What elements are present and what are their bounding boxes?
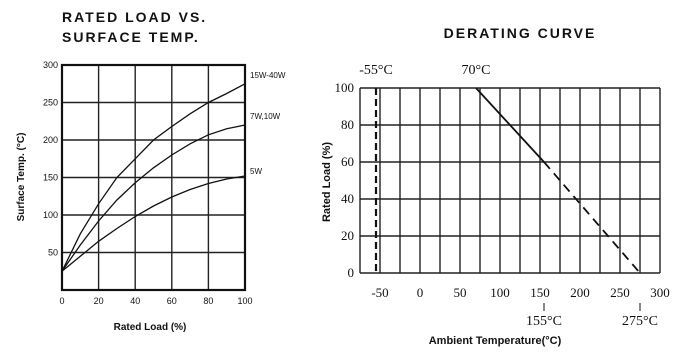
chart2-x-tick-label: 250	[610, 285, 630, 300]
chart2-y-tick-label: 100	[335, 80, 355, 95]
chart2-title: DERATING CURVE	[444, 25, 597, 41]
chart-derating-curve: DERATING CURVE 0 20 40 60 80 100 -50 0 50 100 150 2…	[321, 25, 670, 347]
chart2-annotation-1: 70°C	[462, 63, 491, 78]
chart2-annotation-0: -55°C	[359, 63, 393, 78]
chart1-plot-frame	[60, 63, 247, 292]
chart1-series-label-0: 15W-40W	[250, 71, 286, 80]
chart1-series-line-1	[61, 124, 246, 272]
chart2-derating-segment-0	[475, 87, 545, 163]
chart1-y-tick-label: 150	[43, 173, 58, 183]
chart2-y-tick-label: 0	[348, 265, 355, 280]
chart2-derating-segment-1	[543, 161, 641, 274]
chart1-x-tick-label: 20	[94, 296, 104, 306]
chart2-x-tick-label: -50	[371, 285, 388, 300]
chart1-series-label-1: 7W,10W	[250, 112, 281, 121]
chart1-x-tick-label: 80	[203, 296, 213, 306]
chart2-x-tick-label: 100	[490, 285, 510, 300]
chart1-title-line-1: RATED LOAD VS.	[62, 9, 207, 25]
chart1-x-tick-label: 0	[59, 296, 64, 306]
chart-rated-load-vs-surface-temp: RATED LOAD VS. SURFACE TEMP. 0 20 40 60 80 10…	[16, 9, 286, 333]
chart1-x-tick-label: 40	[130, 296, 140, 306]
chart2-y-tick-label: 60	[341, 154, 354, 169]
chart2-x-tick-label: 300	[650, 285, 670, 300]
chart2-y-tick-label: 40	[341, 191, 354, 206]
chart1-x-tick-label: 100	[237, 296, 252, 306]
chart2-x-axis-label: Ambient Temperature(°C)	[429, 335, 562, 347]
chart1-y-tick-label: 250	[43, 98, 58, 108]
chart1-title-line-2: SURFACE TEMP.	[62, 29, 200, 45]
chart2-x-tick-label: 0	[417, 285, 424, 300]
chart1-series-label-2: 5W	[250, 167, 262, 176]
chart1-y-tick-label: 300	[43, 60, 58, 70]
chart2-y-tick-label: 20	[341, 228, 354, 243]
chart2-y-axis-label: Rated Load (%)	[321, 142, 333, 222]
chart1-x-tick-label: 60	[167, 296, 177, 306]
chart1-y-tick-label: 200	[43, 135, 58, 145]
chart1-y-axis-label: Surface Temp. (°C)	[16, 133, 27, 222]
chart2-annotation-2: 155°C	[526, 314, 562, 329]
chart1-y-tick-label: 50	[48, 248, 58, 258]
chart1-y-tick-label: 100	[43, 210, 58, 220]
chart1-series-line-2	[61, 175, 246, 272]
chart2-x-tick-label: 150	[530, 285, 550, 300]
chart2-x-tick-label: 200	[570, 285, 590, 300]
chart1-series-line-0	[61, 83, 246, 272]
chart2-y-tick-label: 80	[341, 117, 354, 132]
chart2-annotation-3: 275°C	[622, 314, 658, 329]
chart2-x-tick-label: 50	[454, 285, 467, 300]
chart1-x-axis-label: Rated Load (%)	[114, 322, 187, 333]
